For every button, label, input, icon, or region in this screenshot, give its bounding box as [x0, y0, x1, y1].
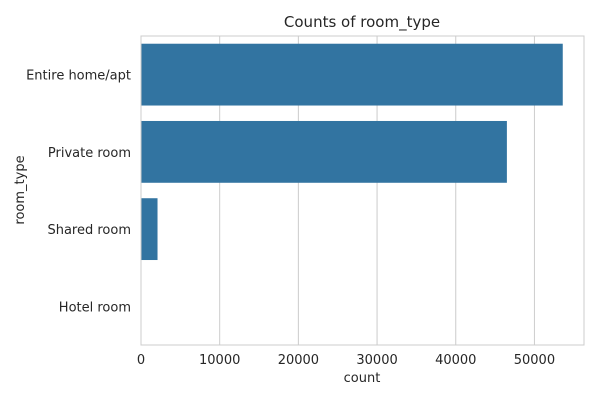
y-tick-label: Entire home/apt — [26, 69, 131, 84]
chart-title: Counts of room_type — [284, 13, 440, 32]
x-tick-label: 50000 — [514, 353, 555, 368]
plot-frame — [140, 35, 585, 346]
bar-entire-home-apt — [141, 43, 563, 106]
y-axis-label: room_type — [13, 155, 28, 224]
bar-shared-room — [141, 198, 158, 261]
x-tick-label: 20000 — [278, 353, 319, 368]
y-tick-labels: Entire home/apt Private room Shared room Ho… — [26, 69, 131, 316]
x-tick-labels: 0 10000 20000 30000 40000 50000 — [137, 353, 555, 368]
x-axis-label: count — [344, 371, 381, 386]
bars — [141, 43, 563, 261]
x-tick-label: 40000 — [435, 353, 476, 368]
x-tick-label: 0 — [137, 353, 145, 368]
y-tick-label: Hotel room — [59, 300, 131, 315]
bar-private-room — [141, 120, 507, 183]
y-tick-label: Shared room — [47, 223, 131, 238]
y-tick-label: Private room — [48, 146, 131, 161]
x-tick-label: 30000 — [356, 353, 397, 368]
x-tick-label: 10000 — [199, 353, 240, 368]
